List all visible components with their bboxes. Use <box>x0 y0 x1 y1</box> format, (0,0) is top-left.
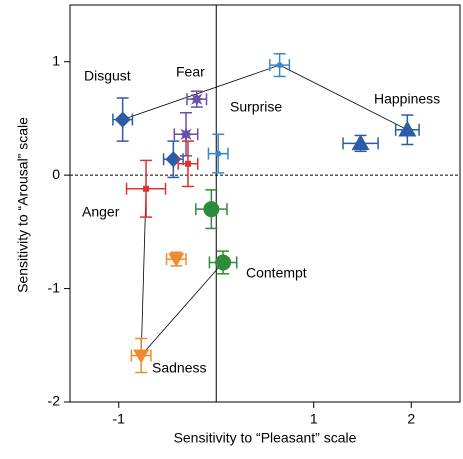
marker <box>133 349 150 364</box>
annotation: Disgust <box>84 68 131 84</box>
annotation: Anger <box>82 204 120 220</box>
marker <box>188 91 205 108</box>
marker <box>276 62 283 69</box>
marker <box>114 111 131 128</box>
connector <box>140 262 224 356</box>
y-tick-label: -1 <box>48 279 61 295</box>
annotation: Contempt <box>246 265 307 281</box>
marker <box>203 201 220 218</box>
marker <box>165 151 182 168</box>
connector <box>122 64 280 120</box>
marker <box>184 160 191 167</box>
x-tick-label: -1 <box>113 411 126 427</box>
annotation: Surprise <box>230 99 282 115</box>
y-tick-label: 0 <box>52 166 60 182</box>
annotation: Sadness <box>152 360 206 376</box>
marker <box>143 185 150 192</box>
annotation: Happiness <box>374 91 440 107</box>
marker <box>215 150 222 157</box>
marker <box>178 126 195 143</box>
connector <box>279 64 408 131</box>
annotation: Fear <box>176 64 205 80</box>
y-tick-label: -2 <box>48 393 61 409</box>
marker <box>398 120 417 137</box>
x-tick-label: 2 <box>407 411 415 427</box>
plot-frame <box>69 4 461 403</box>
y-axis-label: Sensitivity to “Arousal” scale <box>15 117 31 293</box>
y-tick-label: 1 <box>52 52 60 68</box>
marker <box>168 253 185 268</box>
x-tick-label: 1 <box>310 411 318 427</box>
x-axis-label: Sensitivity to “Pleasant” scale <box>174 430 357 446</box>
marker <box>351 134 370 151</box>
marker <box>215 254 232 271</box>
